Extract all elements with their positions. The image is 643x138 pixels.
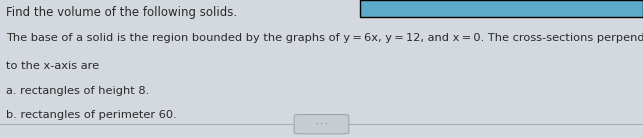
FancyBboxPatch shape <box>360 0 643 17</box>
Text: a. rectangles of height 8.: a. rectangles of height 8. <box>6 86 150 95</box>
Text: Find the volume of the following solids.: Find the volume of the following solids. <box>6 6 237 18</box>
Text: The base of a solid is the region bounded by the graphs of y = 6x, y = 12, and x: The base of a solid is the region bounde… <box>6 33 643 43</box>
FancyBboxPatch shape <box>294 115 349 134</box>
Text: b. rectangles of perimeter 60.: b. rectangles of perimeter 60. <box>6 110 177 120</box>
Text: to the x-axis are: to the x-axis are <box>6 61 100 71</box>
Text: · · ·: · · · <box>316 120 327 129</box>
